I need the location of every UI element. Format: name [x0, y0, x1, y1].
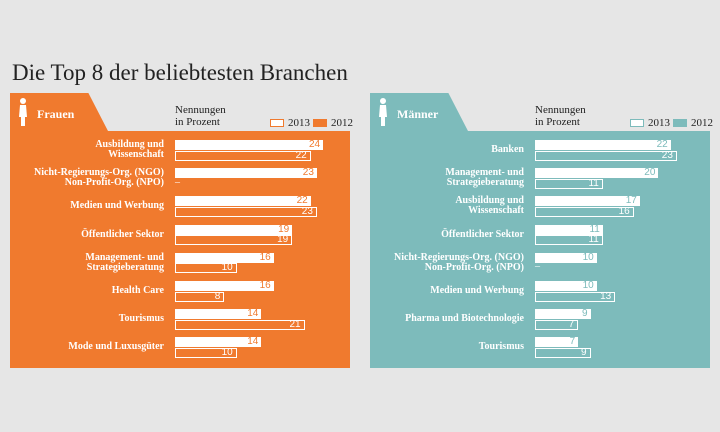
category-label: Nicht-Regierungs-Org. (NGO) Non-Profit-Or…: [364, 251, 524, 273]
legend-label: 2012: [331, 117, 353, 129]
unit-label: Nennungen in Prozent: [535, 104, 586, 128]
category-line: Mode und Luxusgüter: [68, 341, 164, 353]
bar-2013: 24: [175, 140, 324, 150]
legend-swatch: [630, 119, 644, 127]
category-label: Mode und Luxusgüter: [4, 342, 164, 352]
legend-item: 2012: [313, 117, 353, 129]
bar-2013: 11: [535, 224, 603, 235]
bar-2013: 17: [535, 196, 640, 207]
category-label: Öffentlicher Sektor: [4, 228, 164, 240]
bar-2013: 23: [175, 168, 317, 179]
category-line: Ausbildung und: [455, 195, 524, 207]
category-line: Ausbildung und: [95, 139, 164, 150]
category-line: Strategieberatung: [86, 261, 164, 273]
category-label: Nicht-Regierungs-Org. (NGO) Non-Profit-Or…: [4, 168, 164, 188]
bar-2012: 16: [535, 206, 634, 217]
category-line: Tourismus: [118, 313, 164, 325]
bar-2012: 8: [175, 291, 225, 302]
category-line: Pharma und Biotechnologie: [405, 313, 524, 325]
panel-title: Männer: [397, 107, 439, 121]
missing-value: –: [175, 176, 180, 188]
category-line: Öffentlicher Sektor: [81, 228, 164, 240]
bar-2012: 21: [175, 319, 305, 330]
bar-2013: 7: [535, 337, 579, 348]
category-line: Banken: [491, 144, 524, 155]
unit-line: in Prozent: [535, 116, 580, 128]
legend-item: 2012: [673, 117, 713, 129]
category-label: Medien und Werbung: [364, 286, 524, 296]
category-label: Health Care: [4, 286, 164, 296]
panel-title: Frauen: [37, 107, 75, 121]
bar-2012: 11: [535, 178, 603, 189]
person-icon: [18, 97, 28, 127]
category-line: Medien und Werbung: [70, 200, 164, 212]
category-label: Banken: [364, 145, 524, 155]
category-label: Management- und Strategieberatung: [364, 168, 524, 188]
category-line: Nicht-Regierungs-Org. (NGO): [34, 167, 164, 179]
bar-2013: 20: [535, 168, 659, 179]
bar-2013: 9: [535, 309, 591, 320]
missing-value: –: [535, 261, 540, 273]
bar-2013: 10: [535, 281, 597, 291]
category-line: Tourismus: [478, 341, 524, 353]
bar-2012: 23: [535, 150, 677, 161]
category-line: Medien und Werbung: [430, 285, 524, 296]
category-label: Management- und Strategieberatung: [4, 251, 164, 273]
bar-2012: 23: [175, 206, 317, 217]
bar-2012: 10: [175, 263, 237, 274]
category-line: Management- und: [445, 167, 524, 179]
legend-label: 2013: [648, 117, 670, 129]
category-line: Health Care: [111, 285, 164, 296]
person-icon: [378, 97, 388, 127]
legend-item: 2013: [630, 117, 670, 129]
bar-2013: 22: [535, 140, 671, 150]
category-label: Ausbildung und Wissenschaft: [4, 140, 164, 160]
legend-swatch: [270, 119, 284, 127]
bar-2012: 11: [535, 235, 603, 246]
category-line: Öffentlicher Sektor: [441, 228, 524, 240]
bar-2012: 19: [175, 235, 293, 246]
category-line: Management- und: [85, 251, 164, 263]
legend-swatch: [673, 119, 687, 127]
unit-line: in Prozent: [175, 116, 220, 128]
category-line: Wissenschaft: [108, 149, 164, 160]
panel-tab-0: Frauen: [10, 93, 108, 131]
legend-label: 2012: [691, 117, 713, 129]
category-line: Nicht-Regierungs-Org. (NGO): [394, 251, 524, 263]
legend-swatch: [313, 119, 327, 127]
bar-2013: 16: [175, 252, 274, 263]
category-label: Öffentlicher Sektor: [364, 228, 524, 240]
category-label: Medien und Werbung: [4, 201, 164, 211]
bar-2013: 14: [175, 309, 262, 320]
panel-1: [370, 131, 710, 368]
bar-2012: 13: [535, 291, 616, 302]
bar-2012: 22: [175, 150, 311, 161]
unit-line: Nennungen: [175, 104, 226, 116]
panel-tab-1: Männer: [370, 93, 468, 131]
category-label: Tourismus: [364, 342, 524, 352]
legend-item: 2013: [270, 117, 310, 129]
bar-2013: 16: [175, 281, 274, 291]
chart-title: Die Top 8 der beliebtesten Branchen: [12, 60, 348, 85]
bar-2013: 14: [175, 337, 262, 348]
legend-label: 2013: [288, 117, 310, 129]
bar-2013: 22: [175, 196, 311, 207]
category-line: Non-Profit-Org. (NPO): [424, 261, 524, 273]
bar-2012: 7: [535, 319, 579, 330]
bar-2012: 10: [175, 347, 237, 358]
category-line: Non-Profit-Org. (NPO): [64, 177, 164, 189]
category-line: Wissenschaft: [468, 205, 524, 217]
category-label: Tourismus: [4, 314, 164, 324]
bar-2013: 10: [535, 252, 597, 263]
category-label: Pharma und Biotechnologie: [364, 314, 524, 324]
category-label: Ausbildung und Wissenschaft: [364, 196, 524, 216]
bar-2013: 19: [175, 224, 293, 235]
unit-line: Nennungen: [535, 104, 586, 116]
bar-2012: 9: [535, 347, 591, 358]
unit-label: Nennungen in Prozent: [175, 104, 226, 128]
category-line: Strategieberatung: [446, 177, 524, 189]
